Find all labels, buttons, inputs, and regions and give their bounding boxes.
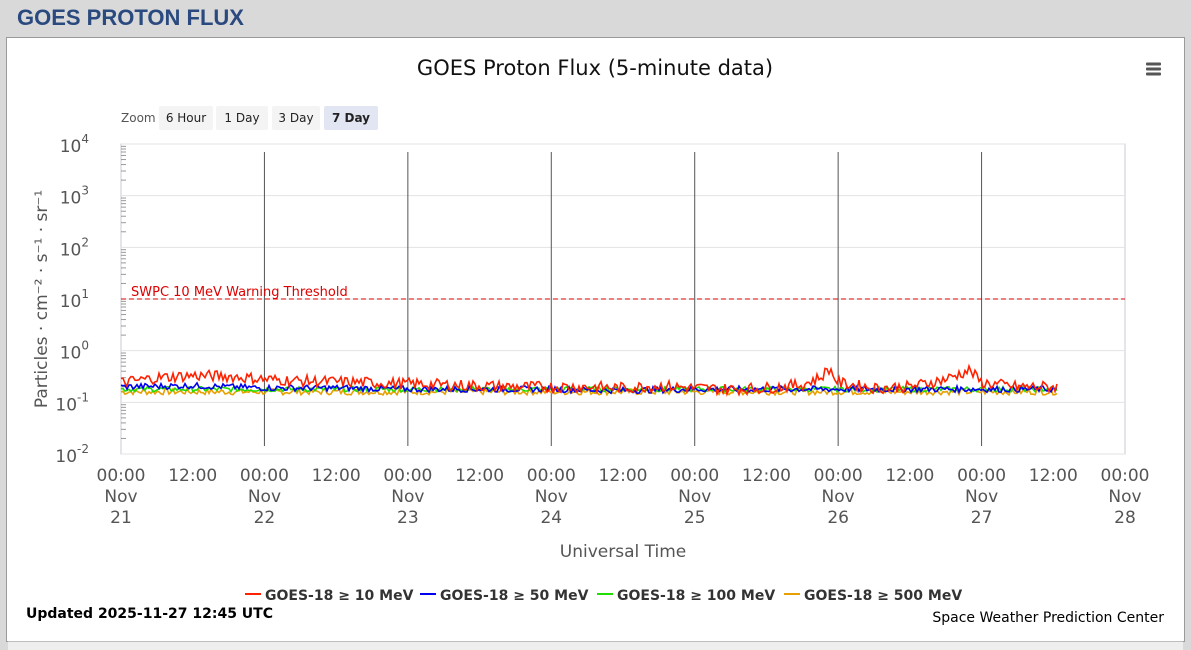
legend-item[interactable]: GOES-18 ≥ 500 MeV	[784, 588, 962, 604]
x-tick-time: 12:00	[455, 466, 504, 486]
x-tick-month: Nov	[965, 487, 998, 507]
zoom-label: Zoom	[121, 111, 156, 125]
x-tick-month: Nov	[822, 487, 855, 507]
x-tick-month: Nov	[391, 487, 424, 507]
svg-text:3 Day: 3 Day	[278, 111, 313, 125]
x-tick-time: 00:00	[670, 466, 719, 486]
chart-panel: GOES Proton Flux (5-minute data) Zoom 6 Ho…	[6, 37, 1185, 642]
x-tick-day: 23	[397, 508, 419, 528]
x-tick-day: 28	[1114, 508, 1136, 528]
y-tick-label: 101	[60, 287, 89, 312]
svg-text:GOES-18 ≥ 100 MeV: GOES-18 ≥ 100 MeV	[617, 588, 775, 604]
svg-text:GOES-18 ≥ 500 MeV: GOES-18 ≥ 500 MeV	[804, 588, 962, 604]
page-header: GOES PROTON FLUX	[0, 0, 1191, 36]
chart-title: GOES Proton Flux (5-minute data)	[417, 56, 773, 80]
zoom-button-1-day[interactable]: 1 Day	[216, 106, 268, 130]
x-tick-day: 24	[540, 508, 562, 528]
x-tick-month: Nov	[104, 487, 137, 507]
zoom-button-7-day[interactable]: 7 Day	[324, 106, 378, 130]
legend-item[interactable]: GOES-18 ≥ 50 MeV	[420, 588, 589, 604]
hamburger-menu-icon[interactable]	[1141, 58, 1165, 80]
series-line	[120, 363, 1058, 397]
x-tick-time: 12:00	[168, 466, 217, 486]
x-tick-day: 22	[254, 508, 276, 528]
y-tick-label: 10-2	[55, 442, 89, 467]
x-tick-time: 00:00	[814, 466, 863, 486]
x-tick-time: 00:00	[240, 466, 289, 486]
x-tick-time: 00:00	[527, 466, 576, 486]
svg-text:1 Day: 1 Day	[224, 111, 259, 125]
svg-text:GOES-18 ≥ 10 MeV: GOES-18 ≥ 10 MeV	[265, 588, 414, 604]
x-tick-time: 00:00	[957, 466, 1006, 486]
x-tick-time: 12:00	[1029, 466, 1078, 486]
x-tick-time: 00:00	[383, 466, 432, 486]
y-tick-label: 10-1	[55, 390, 89, 415]
svg-text:7 Day: 7 Day	[332, 111, 370, 125]
x-tick-month: Nov	[678, 487, 711, 507]
threshold-label: SWPC 10 MeV Warning Threshold	[131, 285, 348, 300]
x-tick-month: Nov	[1108, 487, 1141, 507]
page-title: GOES PROTON FLUX	[17, 5, 244, 30]
credit-text: Space Weather Prediction Center	[932, 610, 1164, 626]
updated-timestamp: Updated 2025-11-27 12:45 UTC	[26, 606, 273, 622]
svg-text:GOES-18 ≥ 50 MeV: GOES-18 ≥ 50 MeV	[440, 588, 589, 604]
x-tick-month: Nov	[535, 487, 568, 507]
x-tick-day: 26	[827, 508, 849, 528]
y-tick-label: 104	[60, 132, 89, 157]
zoom-button-6-hour[interactable]: 6 Hour	[159, 106, 213, 130]
legend-item[interactable]: GOES-18 ≥ 100 MeV	[597, 588, 775, 604]
x-tick-time: 12:00	[599, 466, 648, 486]
zoom-button-3-day[interactable]: 3 Day	[272, 106, 320, 130]
x-tick-time: 12:00	[312, 466, 361, 486]
proton-flux-chart: GOES Proton Flux (5-minute data) Zoom 6 Ho…	[26, 56, 1165, 626]
y-tick-label: 102	[60, 235, 89, 260]
y-axis-label: Particles · cm⁻² · s⁻¹ · sr⁻¹	[32, 190, 52, 408]
y-tick-label: 103	[60, 184, 89, 209]
x-tick-time: 00:00	[97, 466, 146, 486]
x-tick-time: 00:00	[1101, 466, 1150, 486]
legend-item[interactable]: GOES-18 ≥ 10 MeV	[245, 588, 414, 604]
x-tick-day: 27	[971, 508, 993, 528]
x-tick-day: 21	[110, 508, 132, 528]
x-tick-day: 25	[684, 508, 706, 528]
x-tick-time: 12:00	[885, 466, 934, 486]
x-tick-time: 12:00	[742, 466, 791, 486]
x-axis-label: Universal Time	[560, 542, 686, 562]
svg-text:6 Hour: 6 Hour	[166, 111, 206, 125]
y-tick-label: 100	[60, 339, 89, 364]
x-tick-month: Nov	[248, 487, 281, 507]
bottom-strip	[8, 641, 1183, 650]
